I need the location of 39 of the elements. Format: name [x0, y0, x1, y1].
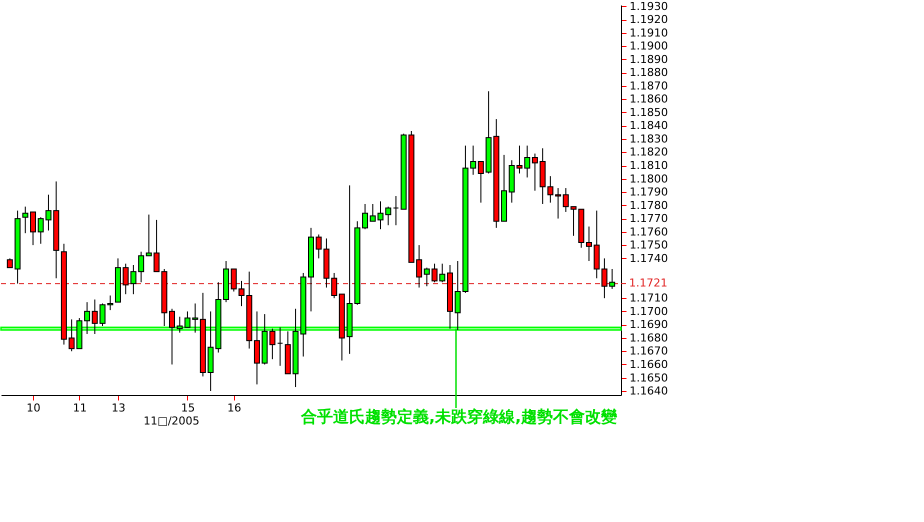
y-tick-label: 1.1750 [630, 238, 668, 252]
candlestick [277, 326, 284, 366]
y-tick-label: 1.1710 [630, 292, 668, 305]
y-tick-label: 1.1690 [630, 318, 668, 332]
x-axis-title: 11□/2005 [143, 414, 200, 428]
y-tick-label: 1.1780 [630, 198, 668, 212]
y-tick-label: 1.1860 [630, 92, 668, 106]
y-tick-label: 1.1640 [630, 384, 668, 398]
y-tick-label: 1.1790 [630, 186, 668, 199]
y-tick-label: 1.1680 [630, 331, 668, 344]
ref-line-label: 1.1721 [629, 276, 668, 290]
y-tick-label: 1.1650 [630, 371, 668, 384]
x-tick-label: 15 [180, 402, 195, 414]
y-tick-label: 1.1770 [630, 212, 668, 226]
y-tick-label: 1.1900 [630, 40, 668, 53]
y-tick-label: 1.1660 [630, 358, 668, 371]
candlestick [269, 328, 276, 360]
y-tick-label: 1.1840 [630, 119, 668, 132]
y-tick-label: 1.1670 [630, 344, 668, 358]
y-tick-label: 1.1700 [630, 304, 668, 318]
y-tick-label: 1.1890 [630, 52, 668, 66]
annotation: 合乎道氏趨勢定義,未跌穿綠線,趨勢不會改變 [300, 407, 618, 426]
candlestick [392, 196, 399, 226]
y-tick-label: 1.1800 [630, 172, 668, 186]
y-tick-label: 1.1910 [630, 26, 668, 40]
x-tick-label: 16 [227, 402, 242, 414]
y-tick-label: 1.1930 [630, 0, 668, 13]
x-tick-label: 13 [111, 402, 126, 414]
y-tick-label: 1.1830 [630, 132, 668, 146]
y-tick-label: 1.1870 [630, 79, 668, 92]
y-tick-label: 1.1850 [630, 106, 668, 119]
y-tick-label: 1.1740 [630, 252, 668, 265]
y-tick-label: 1.1920 [630, 13, 668, 26]
y-tick-label: 1.1880 [630, 66, 668, 80]
x-tick-label: 10 [26, 402, 41, 414]
x-tick-label: 11 [72, 402, 87, 414]
y-tick-label: 1.1820 [630, 146, 668, 159]
y-tick-label: 1.1810 [630, 159, 668, 172]
y-tick-label: 1.1760 [630, 225, 668, 238]
